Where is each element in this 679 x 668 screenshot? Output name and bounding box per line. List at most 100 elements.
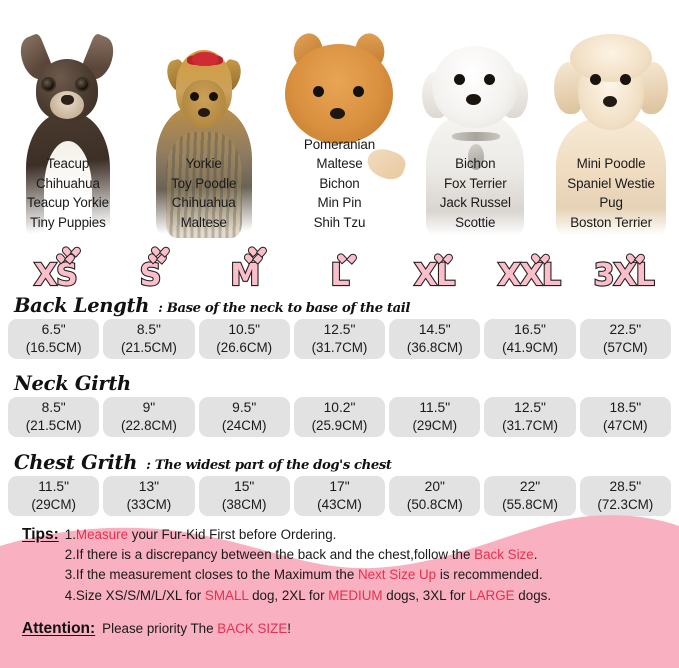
value-cm: (33CM)	[126, 497, 172, 512]
value-inches: 9.5"	[232, 400, 257, 415]
size-cell-xs: XS	[8, 242, 103, 292]
size-label-text: 3XL	[593, 258, 656, 293]
value-cm: (21.5CM)	[121, 340, 177, 355]
measurement-row: 11.5" (29CM) 13" (33CM) 15" (38CM) 17" (…	[0, 473, 679, 516]
pomeranian-photo	[271, 20, 409, 238]
value-cm: (38CM)	[221, 497, 267, 512]
tip-line: 1.Measure your Fur-Kid First before Orde…	[64, 527, 337, 542]
size-cell-l: L	[292, 242, 387, 292]
breed-name: Yorkie	[185, 156, 222, 172]
section-header: Neck Girth	[0, 372, 679, 395]
dog-nose-icon	[466, 94, 482, 105]
measurement-cell: 8.5" (21.5CM)	[103, 319, 195, 359]
dog-nose-icon	[197, 108, 210, 117]
section-back-length: Back Length : Base of the neck to base o…	[0, 294, 679, 359]
size-label-row: XS S M L XL XXL	[8, 242, 671, 292]
breed-name-list: Mini Poodle Spaniel Westie Pug Boston Te…	[543, 154, 679, 232]
breed-cell-xs: Teacup Chihuahua Teacup Yorkie Tiny Pupp…	[0, 0, 136, 238]
measurement-cell: 9" (22.8CM)	[103, 397, 195, 437]
dog-eye-left-icon	[590, 74, 602, 85]
value-inches: 12.5"	[514, 400, 546, 415]
measurement-cell: 10.5" (26.6CM)	[198, 319, 290, 359]
value-inches: 13"	[138, 479, 160, 494]
measurement-cell: 15" (38CM)	[198, 476, 290, 516]
breed-name: Tiny Puppies	[30, 214, 106, 230]
size-label-text: L	[329, 258, 350, 293]
size-label-text: S	[139, 258, 163, 293]
dog-eye-left-icon	[454, 74, 466, 85]
dog-eye-left-icon	[313, 86, 325, 97]
section-header: Back Length : Base of the neck to base o…	[0, 294, 679, 317]
section-title: Chest Grith	[14, 451, 138, 474]
size-cell-xl: XL	[387, 242, 482, 292]
breed-name: Mini Poodle	[576, 156, 646, 172]
value-inches: 8.5"	[41, 400, 66, 415]
breed-name: Pomeranian	[303, 136, 376, 152]
value-inches: 6.5"	[41, 322, 66, 337]
section-header: Chest Grith : The widest part of the dog…	[0, 451, 679, 474]
value-inches: 11.5"	[38, 479, 69, 494]
size-label: XS	[33, 258, 79, 293]
dog-nose-icon	[330, 108, 346, 119]
breed-cell-s: Yorkie Toy Poodle Chihuahua Maltese	[136, 0, 272, 238]
dog-tag-icon	[468, 144, 485, 170]
bichon-photo	[416, 28, 534, 238]
measurement-cell: 14.5" (36.8CM)	[389, 319, 481, 359]
value-inches: 17"	[329, 479, 350, 494]
value-inches: 15"	[234, 479, 255, 494]
measurement-cell: 11.5" (29CM)	[389, 397, 481, 437]
measurement-row: 8.5" (21.5CM) 9" (22.8CM) 9.5" (24CM) 10…	[0, 394, 679, 437]
value-cm: (21.5CM)	[25, 418, 82, 433]
breed-name: Bichon	[455, 156, 496, 172]
tips-list: 1.Measure your Fur-Kid First before Orde…	[65, 525, 551, 606]
dog-head-shape	[432, 46, 519, 128]
value-cm: (26.6CM)	[216, 340, 273, 355]
breed-name: Toy Poodle	[171, 175, 237, 191]
breed-name-list: Teacup Chihuahua Teacup Yorkie Tiny Pupp…	[0, 154, 136, 232]
value-cm: (36.8CM)	[406, 340, 463, 355]
value-inches: 18.5"	[609, 400, 642, 415]
measurement-cell: 11.5" (29CM)	[8, 476, 100, 516]
breed-cell-l: Bichon Fox Terrier Jack Russel Scottie	[407, 0, 543, 238]
breed-name: Chihuahua	[171, 195, 236, 211]
breed-name: Maltese	[316, 156, 363, 172]
size-label-text: XXL	[497, 258, 563, 293]
value-cm: (41.9CM)	[502, 340, 558, 355]
section-subtitle: : Base of the neck to base of the tail	[158, 301, 410, 316]
breed-name: Spaniel Westie	[567, 175, 655, 191]
breed-name: Maltese	[180, 214, 227, 230]
value-cm: (31.7CM)	[311, 340, 368, 355]
dog-eye-left-icon	[189, 92, 199, 101]
chihuahua-photo	[14, 32, 122, 238]
value-cm: (25.9CM)	[311, 418, 368, 433]
value-inches: 9"	[142, 400, 156, 415]
dog-coat-texture	[165, 132, 242, 238]
attention-text: Please priority The BACK SIZE!	[102, 621, 291, 636]
heart-icon	[155, 245, 164, 253]
breed-name: Bichon	[319, 175, 360, 191]
measurement-row: 6.5" (16.5CM) 8.5" (21.5CM) 10.5" (26.6C…	[0, 316, 679, 359]
tip-highlight: LARGE	[469, 587, 515, 603]
value-inches: 8.5"	[136, 322, 161, 337]
measurement-cell: 22" (55.8CM)	[484, 476, 576, 516]
tips-block: Tips: 1.Measure your Fur-Kid First befor…	[22, 525, 551, 606]
size-cell-3xl: 3XL	[576, 242, 671, 292]
breed-name: Chihuahua	[35, 175, 100, 191]
measurement-cell: 20" (50.8CM)	[389, 476, 481, 516]
value-inches: 11.5"	[419, 400, 451, 415]
measurement-cell: 22.5" (57CM)	[579, 319, 671, 359]
size-label: L	[329, 258, 350, 293]
value-cm: (43CM)	[317, 497, 362, 512]
size-cell-m: M	[197, 242, 292, 292]
breed-name: Teacup	[46, 156, 90, 172]
tips-label: Tips:	[22, 526, 59, 543]
size-label-text: XS	[33, 258, 79, 293]
value-inches: 12.5"	[323, 322, 356, 337]
breed-name: Scottie	[455, 214, 496, 230]
value-cm: (55.8CM)	[502, 497, 558, 512]
value-cm: (29CM)	[31, 497, 76, 512]
value-cm: (72.3CM)	[597, 497, 654, 512]
tip-highlight: Next Size Up	[357, 567, 437, 583]
value-cm: (31.7CM)	[502, 418, 558, 433]
dog-topknot-shape	[570, 34, 653, 82]
